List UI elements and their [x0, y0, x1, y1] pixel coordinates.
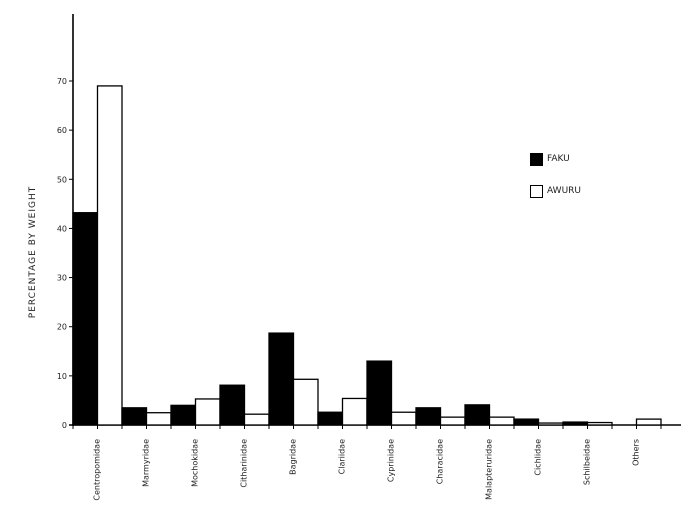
bar-awuru	[439, 416, 466, 426]
legend-label-faku: FAKU	[547, 154, 570, 164]
y-tick-label: 50	[57, 175, 67, 184]
x-tick-label: Bagridae	[288, 439, 297, 475]
x-tick-label: Clariidae	[337, 439, 346, 474]
x-tick-label: Others	[631, 439, 640, 466]
legend: FAKU AWURU	[530, 152, 581, 216]
bar-awuru	[145, 412, 172, 426]
y-tick-label: 10	[57, 372, 67, 381]
bar-awuru	[390, 411, 417, 426]
bar-faku	[415, 407, 442, 426]
x-tick-label: Schilbeidae	[582, 439, 591, 485]
bar-faku	[72, 212, 99, 426]
bar-awuru	[341, 397, 368, 426]
bar-faku	[219, 384, 246, 426]
y-axis-label: PERCENTAGE BY WEIGHT	[28, 185, 38, 319]
bars	[72, 85, 662, 426]
y-tick-label: 20	[57, 323, 67, 332]
y-tick-label: 60	[57, 126, 67, 135]
x-tick-label: Centropomidae	[92, 439, 101, 501]
x-tick-label: Citharinidae	[239, 439, 248, 488]
bar-awuru	[292, 378, 319, 426]
bar-faku	[562, 421, 589, 426]
bar-faku	[317, 411, 344, 426]
bar-awuru	[96, 85, 123, 426]
legend-item-faku: FAKU	[530, 152, 581, 166]
bar-awuru	[537, 422, 564, 426]
bar-faku	[268, 332, 295, 426]
y-tick-label: 0	[62, 421, 67, 430]
x-tick-label: Characidae	[435, 439, 444, 484]
x-tick-label: Mochokidae	[190, 439, 199, 487]
bar-faku	[464, 404, 491, 426]
legend-swatch-awuru-icon	[530, 184, 543, 198]
bar-awuru	[243, 413, 270, 426]
bar-awuru	[586, 421, 613, 426]
bar-faku	[513, 418, 540, 426]
bar-faku	[366, 360, 393, 426]
bar-faku	[121, 407, 148, 426]
x-tick-label: Marmyridae	[141, 439, 150, 487]
y-tick-label: 40	[57, 224, 67, 233]
x-tick-labels: Centropomidae Marmyridae Mochokidae Cithari…	[92, 439, 640, 501]
bar-faku	[170, 404, 197, 426]
bar-awuru	[194, 398, 221, 426]
bar-awuru	[488, 416, 515, 426]
y-tick-label: 30	[57, 274, 67, 283]
x-tick-label: Cyprinidae	[386, 439, 395, 482]
bar-awuru	[635, 418, 662, 426]
x-tick-label: Cichlidae	[533, 439, 542, 476]
legend-label-awuru: AWURU	[547, 186, 581, 196]
legend-swatch-faku-icon	[530, 152, 543, 166]
legend-item-awuru: AWURU	[530, 184, 581, 198]
y-tick-label: 70	[57, 77, 67, 86]
x-tick-label: Malapteruridae	[484, 439, 493, 500]
